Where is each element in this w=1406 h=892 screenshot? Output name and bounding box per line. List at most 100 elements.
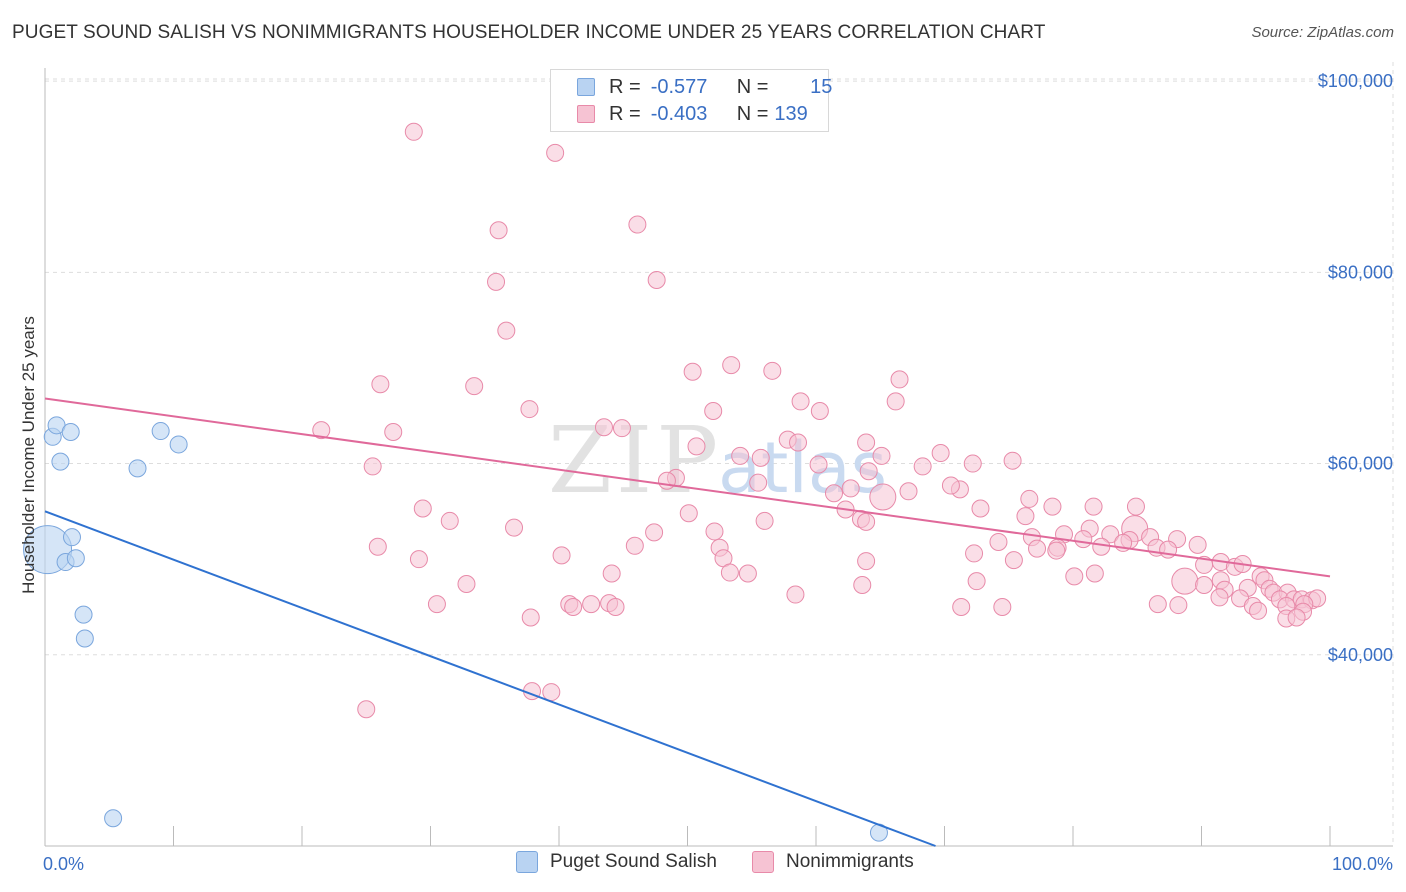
data-point-nonimmigrants — [857, 512, 876, 531]
data-point-nonimmigrants — [1101, 525, 1120, 544]
data-point-nonimmigrants — [704, 401, 723, 420]
data-point-nonimmigrants — [789, 433, 808, 452]
data-point-nonimmigrants — [1043, 497, 1062, 516]
legend-n-label: N = — [736, 75, 769, 98]
data-point-nonimmigrants — [564, 597, 583, 616]
data-point-nonimmigrants — [869, 483, 897, 511]
data-point-salish — [51, 452, 70, 471]
data-point-nonimmigrants — [1287, 608, 1306, 627]
data-point-nonimmigrants — [1065, 567, 1084, 586]
data-point-nonimmigrants — [497, 321, 516, 340]
data-point-nonimmigrants — [1085, 564, 1104, 583]
legend-swatch-pink — [577, 105, 595, 123]
legend-n-label: N = — [736, 102, 769, 125]
data-point-nonimmigrants — [679, 504, 698, 523]
data-point-nonimmigrants — [404, 122, 423, 141]
data-point-salish — [66, 549, 85, 568]
data-point-nonimmigrants — [965, 544, 984, 563]
data-point-salish — [128, 459, 147, 478]
data-point-nonimmigrants — [489, 221, 508, 240]
data-point-nonimmigrants — [952, 597, 971, 616]
data-point-nonimmigrants — [941, 476, 960, 495]
legend-r-label: R = — [609, 75, 641, 98]
data-point-nonimmigrants — [1188, 535, 1207, 554]
data-point-nonimmigrants — [371, 375, 390, 394]
data-point-nonimmigrants — [824, 484, 843, 503]
legend-swatch-pink — [752, 851, 774, 873]
data-point-nonimmigrants — [720, 563, 739, 582]
legend-row-nonimmigrants: R = -0.403 N = 139 — [577, 101, 808, 127]
trend-line-nonimmigrants — [44, 397, 1331, 578]
data-point-nonimmigrants — [1016, 507, 1035, 526]
data-point-nonimmigrants — [857, 552, 876, 571]
data-point-nonimmigrants — [890, 370, 909, 389]
x-tick-label-max: 100.0% — [1332, 854, 1393, 874]
data-point-nonimmigrants — [931, 444, 950, 463]
chart-title: PUGET SOUND SALISH VS NONIMMIGRANTS HOUS… — [12, 22, 1046, 43]
data-point-nonimmigrants — [505, 518, 524, 537]
data-point-nonimmigrants — [1210, 588, 1229, 607]
data-point-nonimmigrants — [1126, 497, 1145, 516]
data-point-nonimmigrants — [899, 482, 918, 501]
puget-sound-salish-points — [23, 416, 888, 842]
gridlines — [45, 62, 1394, 846]
data-point-nonimmigrants — [602, 564, 621, 583]
data-point-nonimmigrants — [409, 550, 428, 569]
x-tick-label-min: 0.0% — [43, 854, 84, 874]
data-point-nonimmigrants — [1004, 551, 1023, 570]
watermark-zip: ZIP — [548, 407, 722, 514]
legend-n-value: 139 — [774, 102, 808, 125]
legend-label-nonimmigrants: Nonimmigrants — [786, 851, 914, 872]
data-point-salish — [61, 423, 80, 442]
data-point-nonimmigrants — [1195, 555, 1214, 574]
data-point-nonimmigrants — [1169, 596, 1188, 615]
data-point-nonimmigrants — [628, 215, 647, 234]
data-point-nonimmigrants — [546, 143, 565, 162]
data-point-nonimmigrants — [552, 546, 571, 565]
data-point-nonimmigrants — [738, 564, 757, 583]
data-point-nonimmigrants — [647, 270, 666, 289]
series-legend: Puget Sound Salish Nonimmigrants — [0, 851, 1406, 879]
data-point-nonimmigrants — [413, 499, 432, 518]
legend-label-salish: Puget Sound Salish — [550, 851, 717, 872]
data-point-nonimmigrants — [542, 683, 561, 702]
data-point-nonimmigrants — [465, 377, 484, 396]
data-point-nonimmigrants — [1249, 601, 1268, 620]
data-point-nonimmigrants — [594, 418, 613, 437]
data-point-nonimmigrants — [427, 595, 446, 614]
data-point-nonimmigrants — [457, 575, 476, 594]
data-point-nonimmigrants — [872, 446, 891, 465]
data-point-nonimmigrants — [859, 462, 878, 481]
data-point-nonimmigrants — [1171, 567, 1199, 595]
data-point-nonimmigrants — [625, 536, 644, 555]
legend-row-salish: R = -0.577 N = 15 — [577, 74, 832, 100]
data-point-salish — [151, 422, 170, 441]
data-point-nonimmigrants — [967, 572, 986, 591]
data-point-nonimmigrants — [1195, 575, 1214, 594]
data-point-nonimmigrants — [368, 537, 387, 556]
data-point-nonimmigrants — [963, 454, 982, 473]
data-point-nonimmigrants — [791, 392, 810, 411]
legend-swatch-blue — [577, 78, 595, 96]
data-point-salish — [74, 605, 93, 624]
trend-lines — [44, 397, 1331, 847]
data-point-nonimmigrants — [751, 448, 770, 467]
data-point-salish — [75, 629, 94, 648]
y-tick-labels: $40,000 $60,000 $80,000 $100,000 — [1318, 71, 1393, 665]
data-point-salish — [62, 528, 81, 547]
data-point-nonimmigrants — [384, 423, 403, 442]
data-point-nonimmigrants — [645, 523, 664, 542]
data-point-nonimmigrants — [1003, 451, 1022, 470]
data-point-nonimmigrants — [857, 433, 876, 452]
data-point-nonimmigrants — [1084, 497, 1103, 516]
data-point-nonimmigrants — [520, 400, 539, 419]
legend-item-salish: Puget Sound Salish — [516, 851, 717, 873]
data-point-nonimmigrants — [749, 473, 768, 492]
data-point-nonimmigrants — [1047, 541, 1066, 560]
data-point-nonimmigrants — [809, 455, 828, 474]
y-tick-label: $40,000 — [1328, 645, 1393, 665]
data-point-nonimmigrants — [683, 362, 702, 381]
trend-line-salish — [44, 510, 936, 847]
legend-n-value: 15 — [810, 75, 833, 98]
data-point-nonimmigrants — [755, 511, 774, 530]
